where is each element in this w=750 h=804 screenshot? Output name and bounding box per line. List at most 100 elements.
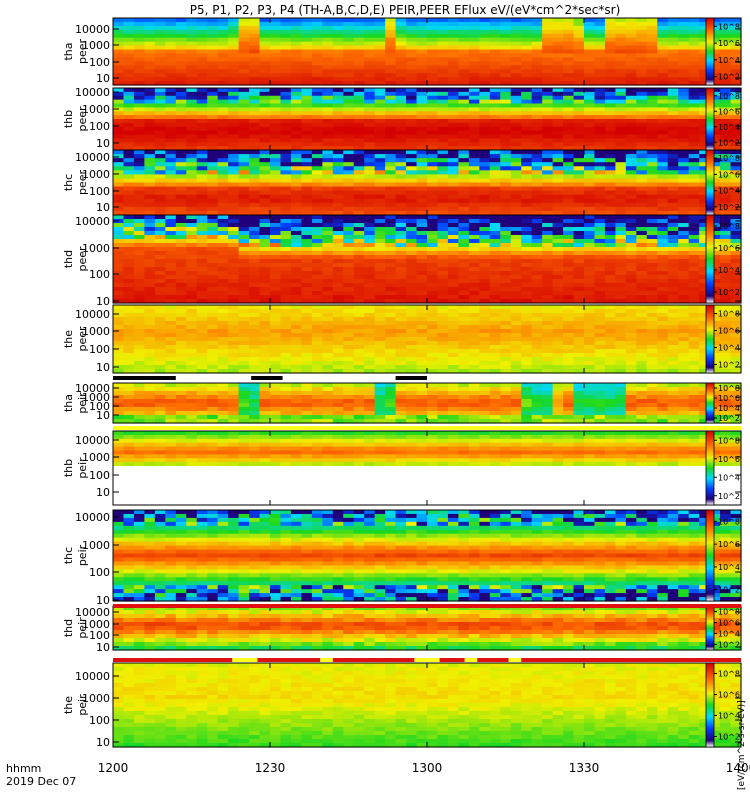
heatmap-cell [155,219,166,224]
heatmap-cell [228,207,239,212]
heatmap-cell [322,174,333,179]
heatmap-cell [458,243,469,248]
heatmap-cell [343,38,354,43]
heatmap-cell [594,38,605,43]
heatmap-cell [647,123,658,127]
heatmap-cell [197,337,208,342]
heatmap-cell [396,287,407,292]
heatmap-cell [322,166,333,171]
heatmap-cell [144,57,155,62]
heatmap-cell [417,357,428,362]
heatmap-cell [689,77,700,82]
heatmap-cell [239,251,250,256]
heatmap-cell [385,18,396,23]
heatmap-cell [615,73,626,78]
heatmap-cell [312,235,323,240]
heatmap-cell [542,295,553,300]
heatmap-cell [553,18,564,23]
heatmap-cell [437,243,448,248]
heatmap-cell [312,138,323,142]
heatmap-cell [322,92,333,96]
heatmap-cell [396,170,407,175]
heatmap-cell [448,18,459,23]
heatmap-cell [437,96,448,100]
heatmap-cell [291,100,302,104]
heatmap-cell [479,275,490,280]
heatmap-cell [511,88,522,92]
heatmap-cell [417,92,428,96]
heatmap-cell [605,131,616,135]
heatmap-cell [605,38,616,43]
heatmap-cell [636,191,647,196]
heatmap-cell [532,203,543,208]
heatmap-cell [731,283,742,288]
heatmap-cell [542,26,553,31]
heatmap-cell [207,154,218,159]
heatmap-cell [385,107,396,111]
heatmap-cell [197,207,208,212]
heatmap-cell [155,142,166,146]
heatmap-cell [165,305,176,310]
heatmap-cell [364,69,375,74]
heatmap-cell [668,46,679,51]
heatmap-cell [594,18,605,23]
heatmap-cell [605,135,616,139]
heatmap-cell [354,195,365,200]
heatmap-cell [605,50,616,55]
heatmap-cell [657,231,668,236]
heatmap-cell [647,203,658,208]
heatmap-cell [218,138,229,142]
heatmap-cell [406,111,417,115]
heatmap-cell [563,259,574,264]
heatmap-cell [301,325,312,330]
heatmap-cell [668,104,679,108]
heatmap-cell [689,123,700,127]
heatmap-cell [584,96,595,100]
heatmap-cell [626,219,637,224]
heatmap-cell [532,57,543,62]
heatmap-cell [636,207,647,212]
heatmap-cell [354,243,365,248]
heatmap-cell [427,203,438,208]
heatmap-cell [678,65,689,70]
heatmap-cell [647,111,658,115]
heatmap-cell [364,333,375,338]
heatmap-cell [165,321,176,326]
heatmap-cell [636,30,647,35]
heatmap-cell [532,111,543,115]
heatmap-cell [521,53,532,58]
heatmap-cell [437,309,448,314]
heatmap-cell [239,223,250,228]
heatmap-cell [260,77,271,82]
heatmap-cell [134,349,145,354]
heatmap-cell [333,166,344,171]
heatmap-cell [511,123,522,127]
heatmap-cell [490,42,501,47]
heatmap-cell [239,73,250,78]
heatmap-cell [239,329,250,334]
heatmap-cell [657,46,668,51]
heatmap-cell [312,88,323,92]
heatmap-cell [678,92,689,96]
heatmap-cell [406,243,417,248]
heatmap-cell [500,251,511,256]
heatmap-cell [354,317,365,322]
heatmap-cell [354,104,365,108]
heatmap-cell [207,183,218,188]
heatmap-cell [479,203,490,208]
heatmap-cell [218,100,229,104]
heatmap-cell [437,235,448,240]
heatmap-cell [322,138,333,142]
heatmap-cell [176,341,187,346]
heatmap-cell [280,215,291,220]
heatmap-cell [113,104,124,108]
heatmap-cell [228,275,239,280]
heatmap-cell [291,275,302,280]
heatmap-cell [406,341,417,346]
heatmap-cell [113,287,124,292]
heatmap-cell [186,321,197,326]
heatmap-cell [385,69,396,74]
heatmap-cell [437,251,448,256]
heatmap-cell [312,247,323,252]
heatmap-cell [228,187,239,192]
